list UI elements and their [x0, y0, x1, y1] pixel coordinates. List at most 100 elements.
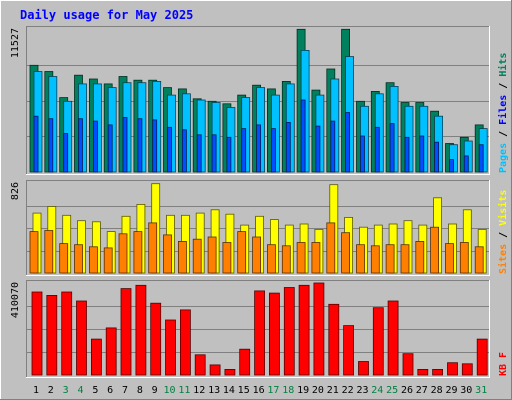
axis-series-label-part: Visits — [497, 190, 509, 226]
bar-sites — [326, 222, 336, 274]
bar-pages — [107, 124, 113, 173]
bar-kb-f — [283, 287, 295, 376]
bar-kb-f — [194, 354, 206, 376]
bar-kb-f — [432, 368, 444, 376]
x-tick-label: 17 — [267, 385, 279, 396]
bar-pages — [256, 124, 262, 173]
bar-sites — [266, 244, 276, 274]
bar-sites — [89, 246, 98, 274]
bar-pages — [167, 126, 172, 173]
bar-sites — [296, 242, 306, 274]
x-tick-label: 15 — [238, 385, 250, 396]
bar-sites — [341, 232, 351, 274]
bar-pages — [434, 141, 440, 173]
bar-sites — [400, 244, 410, 274]
bar-sites — [207, 236, 217, 274]
bar-kb-f — [476, 338, 488, 376]
bar-kb-f — [372, 307, 384, 376]
bar-kb-f — [447, 362, 458, 376]
bar-sites — [222, 242, 232, 274]
axis-series-label: Pages / Files / Hits — [497, 53, 509, 173]
bar-kb-f — [239, 348, 251, 376]
bar-pages — [181, 129, 187, 173]
bar-sites — [103, 247, 113, 274]
bar-pages — [463, 155, 469, 173]
bar-sites — [385, 244, 395, 274]
x-tick-label: 2 — [48, 385, 54, 396]
axis-max-label: 410070 — [10, 282, 21, 318]
bar-kb-f — [179, 309, 191, 376]
x-tick-label: 11 — [178, 385, 190, 396]
x-tick-label: 23 — [356, 385, 368, 396]
bar-pages — [241, 128, 247, 173]
axis-series-label: Sites / Visits — [497, 190, 509, 274]
axis-series-label-part: Hits — [497, 53, 509, 77]
x-tick-label: 14 — [223, 385, 235, 396]
bar-sites — [29, 231, 39, 274]
x-tick-label: 6 — [107, 385, 113, 396]
bar-sites — [281, 245, 291, 274]
x-tick-label: 29 — [445, 385, 457, 396]
x-tick-label: 9 — [152, 385, 158, 396]
x-tick-label: 21 — [327, 385, 339, 396]
bar-pages — [78, 118, 83, 173]
bar-pages — [152, 119, 158, 173]
bar-sites — [163, 234, 172, 274]
bar-pages — [345, 112, 351, 173]
x-tick-label: 10 — [163, 385, 175, 396]
bar-pages — [270, 128, 276, 173]
bar-sites — [311, 242, 321, 274]
bar-pages — [211, 134, 217, 173]
x-tick-label: 25 — [386, 385, 398, 396]
bar-kb-f — [165, 319, 176, 376]
axis-series-label: KB F — [498, 352, 509, 376]
bar-kb-f — [298, 284, 310, 376]
bar-kb-f — [46, 294, 58, 376]
bar-sites — [252, 236, 262, 274]
bar-kb-f — [105, 327, 117, 376]
axis-series-label-part: Pages — [498, 143, 509, 173]
axis-series-label-part: KB F — [498, 352, 509, 376]
x-tick-label: 27 — [416, 385, 428, 396]
bar-kb-f — [61, 291, 73, 376]
bar-pages — [226, 136, 232, 173]
bar-pages — [93, 120, 98, 173]
axis-series-label-part: / — [498, 125, 509, 143]
axis-series-label-part: / — [498, 77, 509, 95]
bar-sites — [74, 244, 83, 274]
bar-sites — [415, 240, 425, 274]
bar-sites — [237, 231, 247, 274]
x-tick-label: 19 — [297, 385, 309, 396]
x-tick-label: 12 — [193, 385, 205, 396]
bar-sites — [148, 222, 158, 274]
bar-pages — [196, 134, 202, 173]
bar-kb-f — [417, 368, 429, 376]
axis-series-label-part: Sites — [497, 244, 509, 274]
bar-sites — [177, 240, 187, 274]
bar-pages — [122, 117, 128, 173]
x-tick-label: 16 — [253, 385, 265, 396]
bar-sites — [192, 238, 202, 274]
bar-kb-f — [76, 300, 87, 376]
bar-pages — [449, 159, 454, 173]
x-tick-label: 1 — [33, 385, 39, 396]
x-tick-label: 22 — [342, 385, 354, 396]
bar-kb-f — [135, 284, 147, 376]
x-tick-label: 5 — [92, 385, 98, 396]
bar-pages — [330, 120, 336, 173]
bar-sites — [118, 233, 128, 274]
bar-kb-f — [150, 302, 162, 376]
bar-kb-f — [328, 303, 340, 376]
bar-pages — [137, 118, 143, 173]
bar-sites — [445, 243, 454, 274]
bar-sites — [356, 244, 365, 274]
bar-kb-f — [268, 292, 280, 376]
bar-sites — [474, 246, 484, 274]
bar-kb-f — [91, 338, 102, 376]
x-tick-label: 13 — [208, 385, 220, 396]
x-tick-label: 28 — [431, 385, 443, 396]
bar-kb-f — [31, 291, 43, 376]
bar-pages — [374, 126, 380, 173]
bar-sites — [133, 231, 143, 274]
bar-kb-f — [402, 353, 414, 376]
